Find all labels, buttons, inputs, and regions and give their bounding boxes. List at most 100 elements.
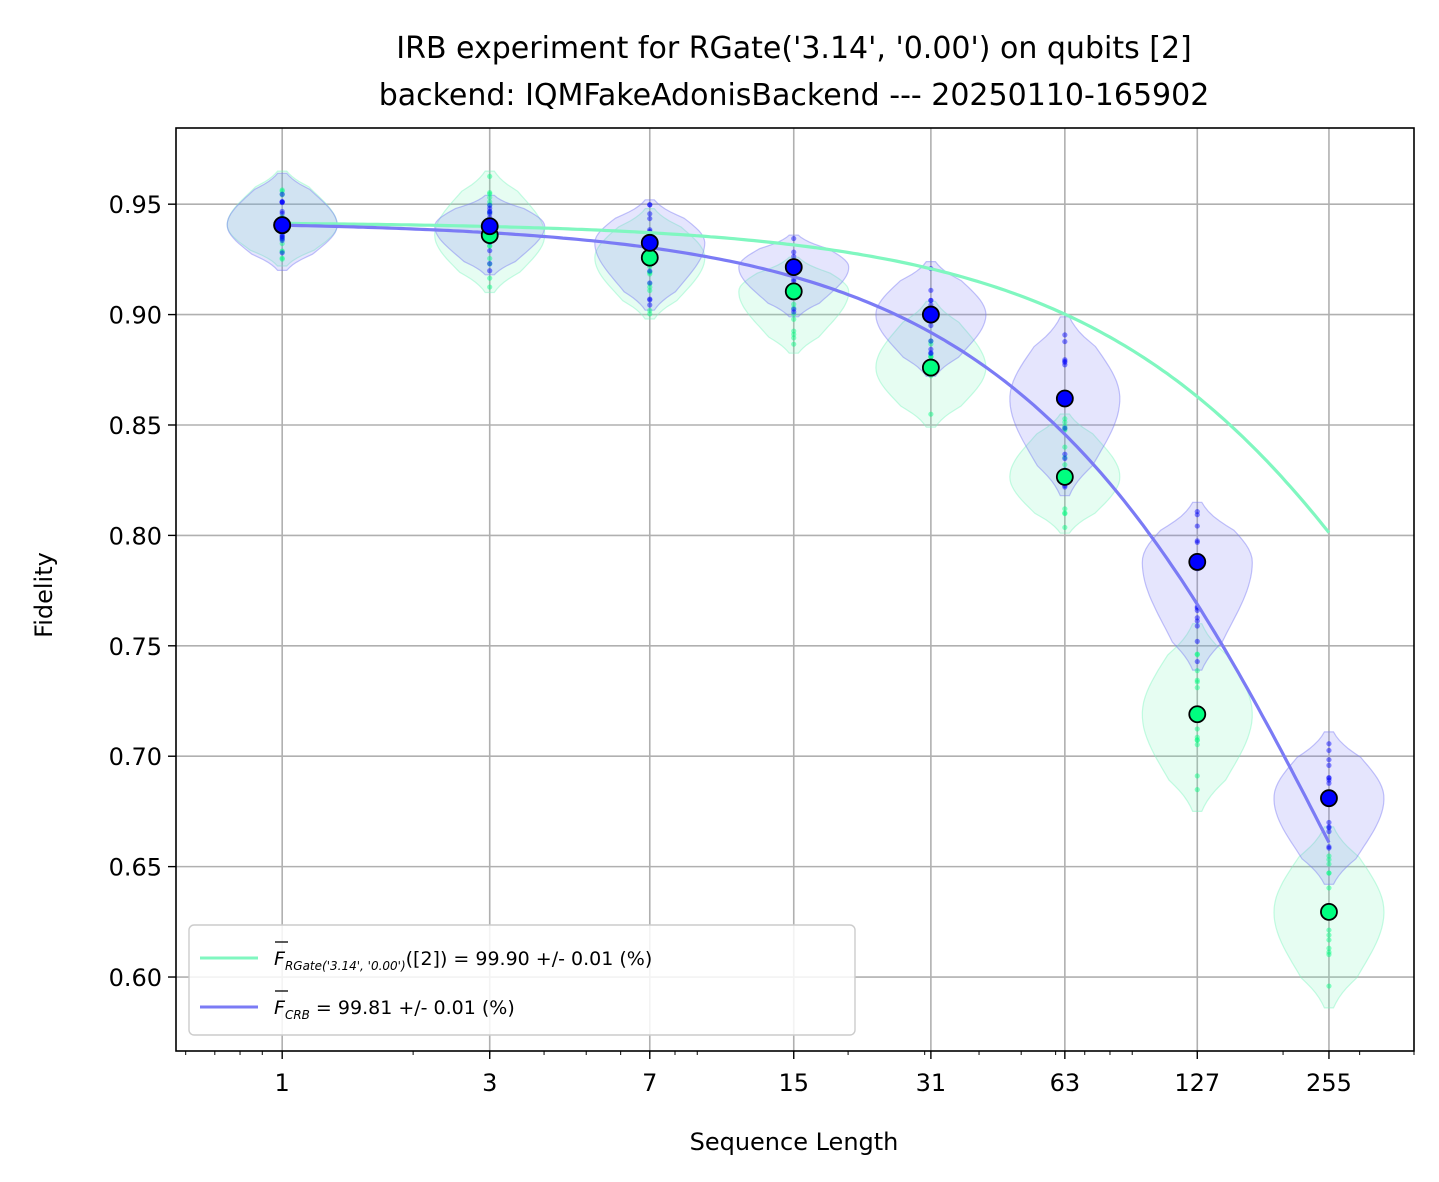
sample-point-irb xyxy=(487,191,493,197)
violin-crb xyxy=(1273,731,1385,885)
sample-point-irb xyxy=(928,338,934,344)
x-tick-label: 1 xyxy=(275,1069,290,1097)
axes-layer: 1 3 7 15 31 63 127 255 0.60 0.65 0.70 0.75 0.80 0.85 0… xyxy=(109,191,1415,1097)
sample-point-crb xyxy=(1062,358,1068,364)
sample-point-crb xyxy=(647,211,653,217)
sample-point-irb xyxy=(647,269,653,275)
legend-entry-crb: FCRB = 99.81 +/- 0.01 (%) xyxy=(274,997,515,1022)
sample-point-irb xyxy=(1326,932,1332,938)
sample-point-crb xyxy=(1194,539,1200,545)
sample-point-irb xyxy=(928,354,934,360)
legend-box xyxy=(188,924,856,1036)
sample-point-irb xyxy=(1194,651,1200,657)
legend-entry-irb: FRGate('3.14', '0.00')([2]) = 99.90 +/- … xyxy=(274,948,652,973)
sample-point-crb xyxy=(1194,523,1200,529)
sample-point-crb xyxy=(647,215,653,222)
sample-point-irb xyxy=(1194,742,1200,748)
sample-point-crb xyxy=(647,296,653,302)
sample-point-crb xyxy=(928,350,934,356)
sample-point-crb xyxy=(279,250,285,256)
sample-point-crb xyxy=(487,268,493,274)
sample-point-irb xyxy=(487,261,493,267)
mean-markers-layer xyxy=(273,216,1338,921)
sample-point-irb xyxy=(279,255,285,261)
y-tick-label: 0.80 xyxy=(109,522,162,550)
sample-point-crb xyxy=(1194,638,1200,644)
sample-point-irb xyxy=(1194,726,1200,732)
sample-point-irb xyxy=(791,316,797,322)
sample-point-irb xyxy=(1326,937,1332,943)
sample-point-crb xyxy=(1326,741,1332,747)
sample-point-crb xyxy=(1326,824,1332,830)
sample-point-irb xyxy=(791,311,797,317)
sample-point-irb xyxy=(647,271,653,277)
sample-point-irb xyxy=(647,269,653,276)
sample-point-irb xyxy=(1062,416,1068,422)
sample-point-crb xyxy=(279,191,285,197)
sample-point-irb xyxy=(487,242,493,249)
sample-point-crb xyxy=(1326,777,1332,783)
sample-point-irb xyxy=(487,173,493,180)
sample-point-irb xyxy=(1062,506,1068,512)
sample-point-irb xyxy=(1326,983,1332,989)
mean-marker-irb xyxy=(1055,467,1074,486)
sample-point-irb xyxy=(1194,737,1200,743)
sample-point-irb xyxy=(1326,857,1332,863)
x-tick-label: 255 xyxy=(1306,1069,1352,1097)
sample-point-crb xyxy=(791,309,797,315)
sample-point-irb xyxy=(1194,652,1200,658)
sample-point-irb xyxy=(279,256,285,262)
plot-frame xyxy=(175,127,1415,1052)
mean-marker-crb xyxy=(921,305,940,324)
sample-point-irb xyxy=(487,209,493,216)
sample-point-crb xyxy=(1326,757,1332,763)
mean-marker-irb xyxy=(784,282,803,301)
sample-point-crb xyxy=(928,297,934,304)
sample-point-crb xyxy=(487,205,493,211)
chart-title: IRB experiment for RGate('3.14', '0.00')… xyxy=(396,31,1192,66)
sample-point-crb xyxy=(1194,623,1200,629)
x-tick-label: 7 xyxy=(642,1069,657,1097)
sample-point-irb xyxy=(1194,734,1200,740)
legend-crb-main: F xyxy=(274,997,286,1019)
fit-curves-layer xyxy=(282,221,1331,844)
sample-point-crb xyxy=(279,234,285,240)
x-tick-label: 127 xyxy=(1174,1069,1220,1097)
sample-point-crb xyxy=(1062,332,1068,338)
sample-point-crb xyxy=(791,306,797,312)
violin-irb xyxy=(738,256,850,354)
sample-point-crb xyxy=(279,199,285,205)
sample-point-crb xyxy=(487,202,493,208)
sample-point-crb xyxy=(487,248,493,254)
sample-point-crb xyxy=(1326,844,1332,850)
sample-point-irb xyxy=(487,199,493,205)
sample-point-crb xyxy=(1326,819,1332,826)
fit-curve-irb xyxy=(282,221,1331,534)
sample-point-crb xyxy=(279,199,285,206)
y-tick-label: 0.65 xyxy=(109,854,162,882)
sample-point-crb xyxy=(1326,825,1332,831)
sample-point-crb xyxy=(928,322,934,329)
y-tick-label: 0.85 xyxy=(109,412,162,440)
sample-point-crb xyxy=(928,297,934,304)
sample-point-crb xyxy=(928,350,934,357)
mean-marker-crb xyxy=(1320,789,1338,808)
sample-point-irb xyxy=(1326,885,1332,891)
y-tick-label: 0.75 xyxy=(109,633,162,661)
sample-point-crb xyxy=(1062,425,1068,431)
sample-point-crb xyxy=(1194,658,1200,665)
sample-point-crb xyxy=(279,233,285,239)
mean-marker-crb xyxy=(480,217,499,236)
sample-point-crb xyxy=(791,235,797,242)
sample-point-crb xyxy=(647,297,653,303)
sample-point-irb xyxy=(928,354,934,360)
sample-point-irb xyxy=(1194,685,1200,691)
sample-point-irb xyxy=(791,335,797,341)
sample-point-irb xyxy=(1062,454,1068,460)
sample-point-crb xyxy=(1326,775,1332,781)
sample-point-irb xyxy=(1326,951,1332,958)
sample-point-irb xyxy=(1326,949,1332,955)
sample-point-irb xyxy=(279,188,285,194)
sample-point-irb xyxy=(1194,773,1200,779)
